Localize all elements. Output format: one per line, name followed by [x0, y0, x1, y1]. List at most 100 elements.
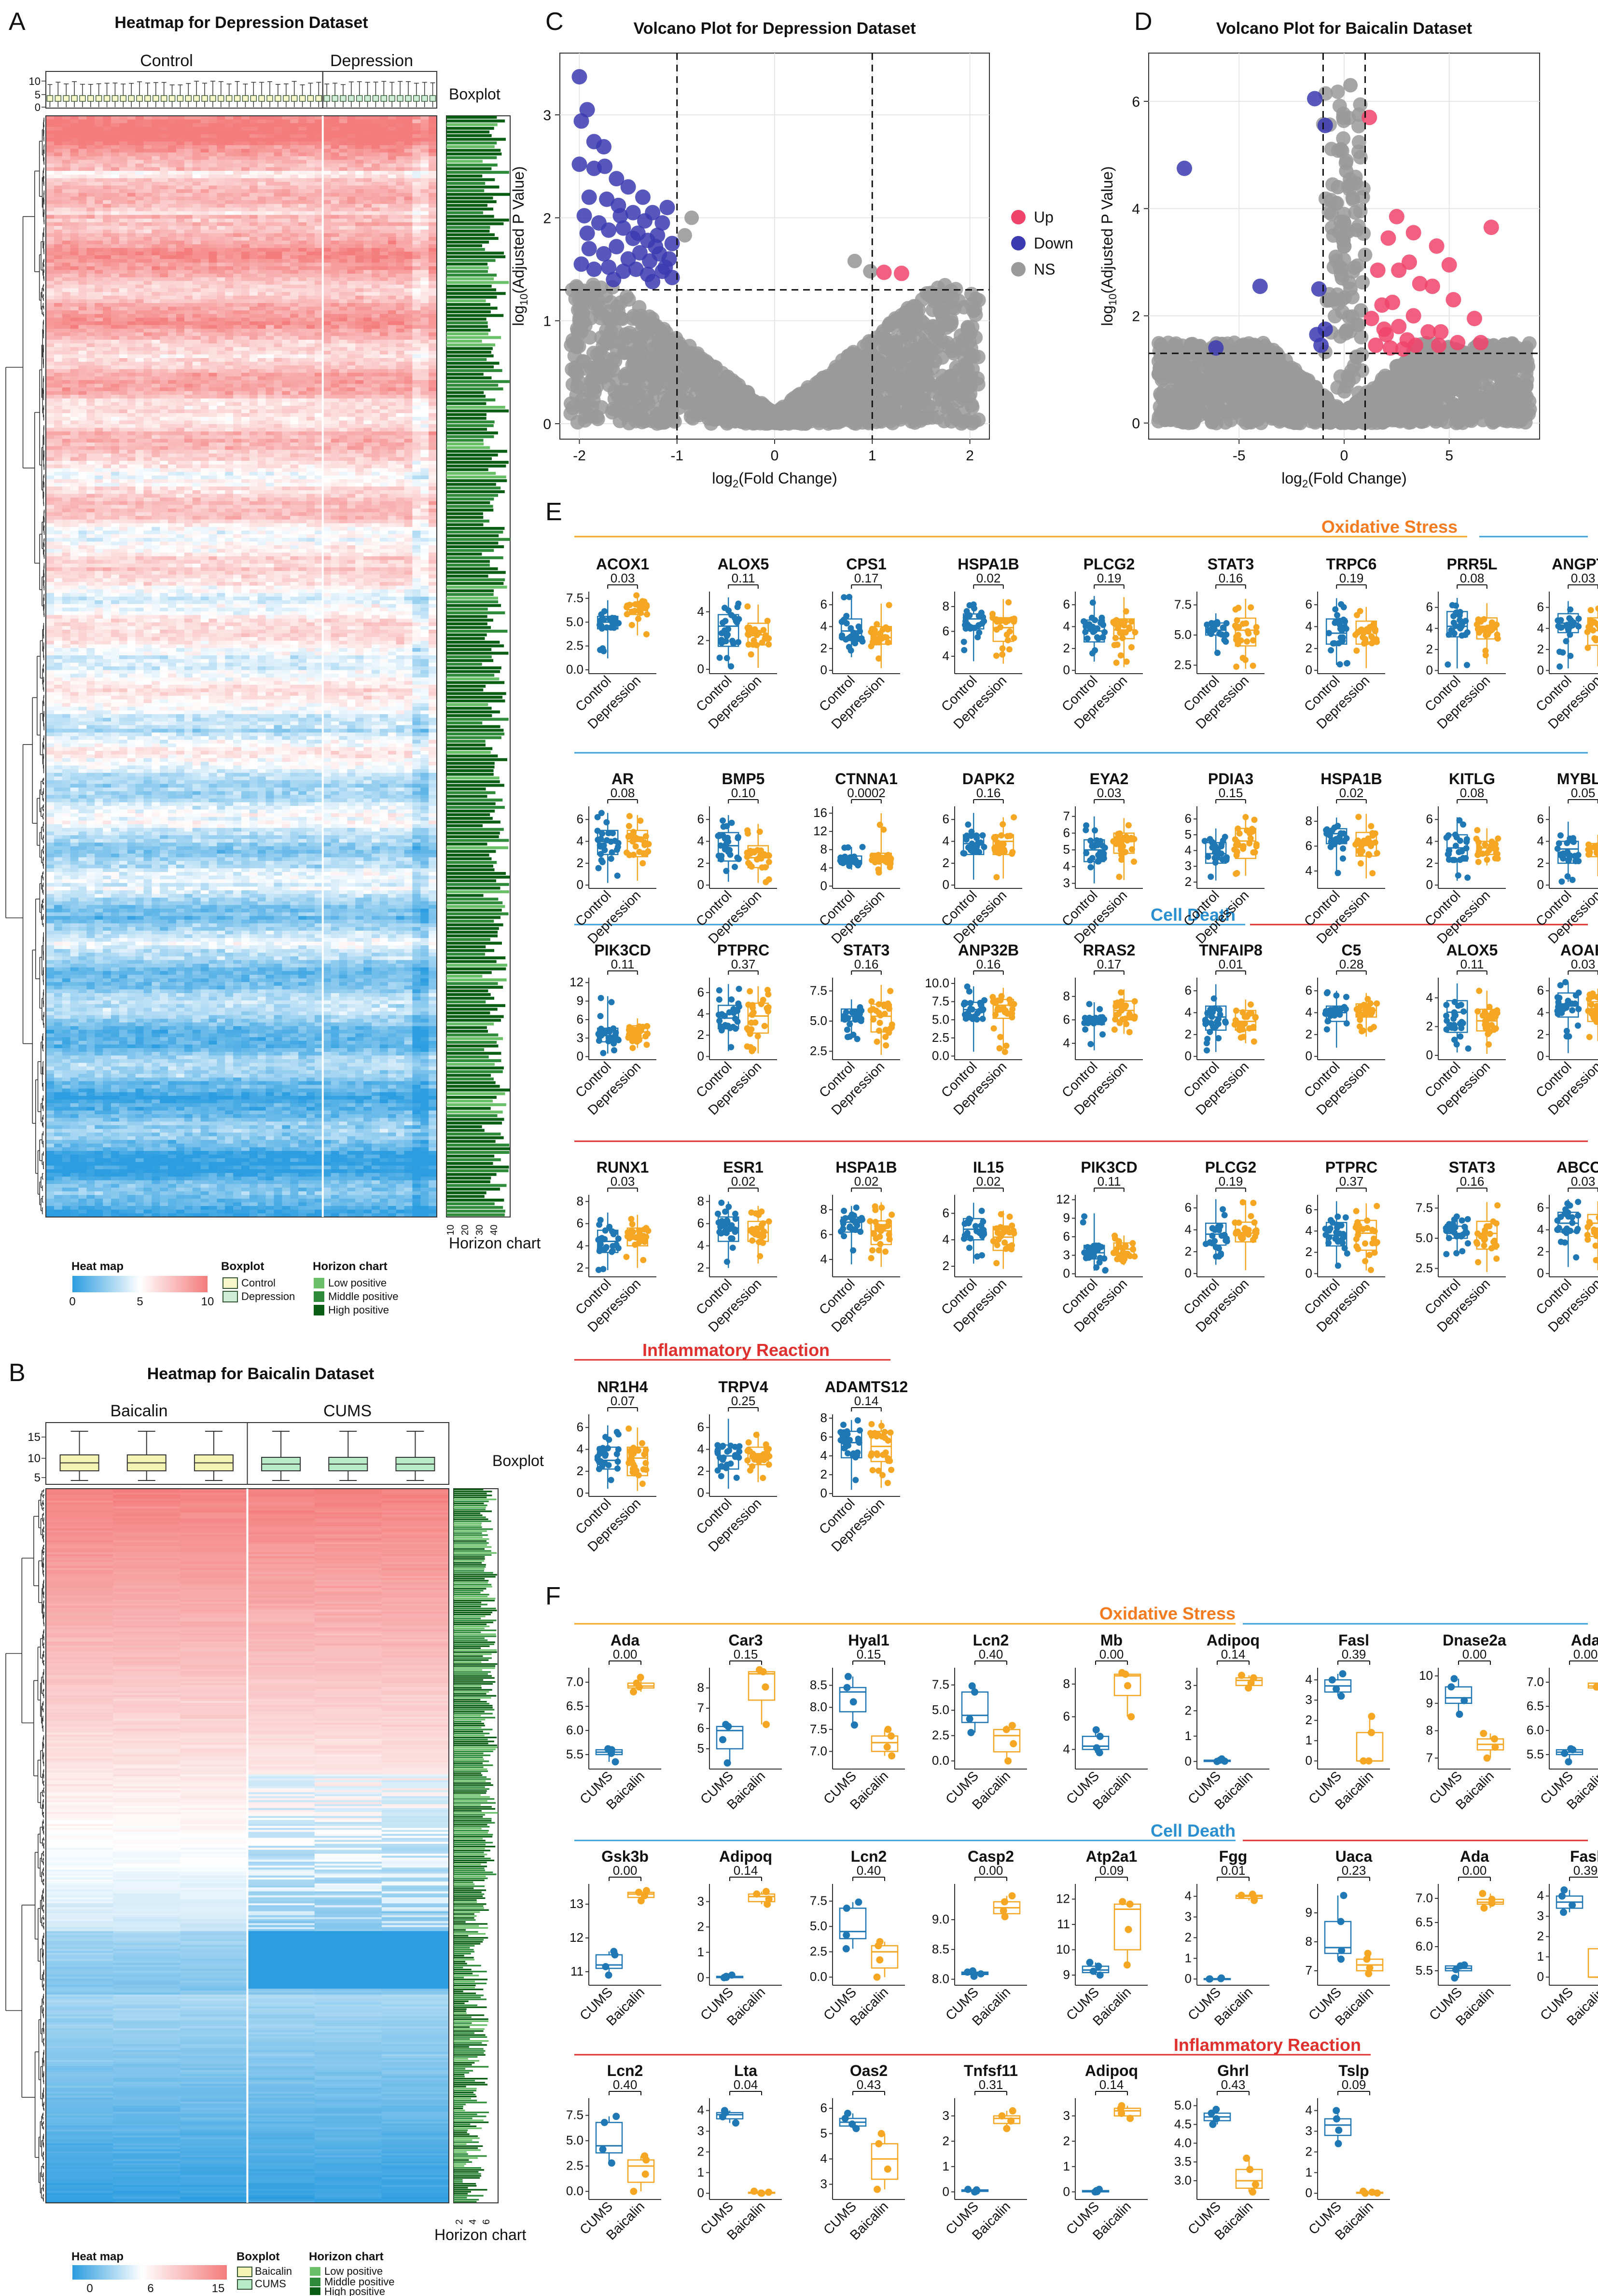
heatmap-cell: [184, 424, 193, 429]
heatmap-cell: [184, 350, 193, 355]
heatmap-cell: [152, 292, 160, 296]
heatmap-cell: [208, 354, 217, 359]
heatmap-cell: [404, 409, 413, 414]
heatmap-cell: [70, 369, 79, 373]
heatmap-cell: [265, 233, 275, 237]
heatmap-cell: [314, 365, 323, 370]
heatmap-cell: [249, 325, 258, 329]
heatmap-cell: [396, 185, 405, 190]
heatmap-cell: [363, 376, 372, 381]
heatmap-cell: [429, 420, 437, 425]
heatmap-cell: [274, 141, 282, 146]
heatmap-cell: [265, 196, 275, 201]
heatmap-cell: [119, 306, 128, 311]
heatmap-cell: [168, 413, 177, 417]
heatmap-cell: [363, 402, 372, 406]
heatmap-cell: [160, 391, 168, 395]
heatmap-cell: [168, 384, 177, 388]
heatmap-cell: [241, 325, 250, 329]
heatmap-cell: [404, 119, 413, 124]
heatmap-cell: [388, 145, 397, 150]
heatmap-cell: [135, 384, 144, 388]
heatmap-cell: [225, 350, 234, 355]
heatmap-cell: [200, 207, 209, 212]
heatmap-cell: [70, 266, 79, 271]
heatmap-cell: [78, 196, 87, 201]
heatmap-cell: [200, 233, 209, 237]
heatmap-cell: [265, 413, 275, 417]
heatmap-cell: [363, 174, 372, 179]
heatmap-cell: [103, 274, 111, 278]
heatmap-cell: [322, 226, 332, 230]
heatmap-cell: [54, 288, 63, 292]
heatmap-cell: [274, 211, 282, 215]
heatmap-cell: [322, 229, 332, 234]
heatmap-cell: [274, 321, 282, 326]
heatmap-cell: [388, 413, 397, 417]
heatmap-cell: [62, 248, 71, 252]
heatmap-cell: [249, 314, 258, 318]
heatmap-cell: [103, 424, 111, 429]
heatmap-cell: [412, 292, 421, 296]
heatmap-cell: [257, 163, 266, 168]
heatmap-cell: [233, 358, 242, 362]
heatmap-cell: [290, 156, 299, 160]
heatmap-cell: [241, 149, 250, 153]
heatmap-cell: [168, 358, 177, 362]
heatmap-cell: [135, 119, 144, 124]
heatmap-cell: [54, 416, 63, 421]
heatmap-cell: [241, 314, 250, 318]
heatmap-cell: [233, 402, 242, 406]
heatmap-cell: [274, 350, 282, 355]
heatmap-cell: [396, 160, 405, 164]
heatmap-cell: [355, 292, 364, 296]
heatmap-cell: [119, 211, 128, 215]
heatmap-cell: [396, 251, 405, 256]
heatmap-cell: [78, 178, 87, 182]
heatmap-cell: [184, 380, 193, 384]
heatmap-cell: [103, 332, 111, 336]
heatmap-cell: [306, 119, 315, 124]
panel-a-group-depression: Depression: [330, 52, 413, 70]
heatmap-cell: [420, 193, 429, 197]
heatmap-cell: [306, 365, 315, 370]
heatmap-cell: [208, 314, 217, 318]
heatmap-cell: [95, 215, 103, 219]
heatmap-cell: [322, 387, 332, 392]
heatmap-cell: [111, 167, 120, 171]
heatmap-cell: [249, 145, 258, 150]
heatmap-cell: [298, 292, 307, 296]
heatmap-cell: [347, 193, 356, 197]
heatmap-cell: [363, 281, 372, 285]
heatmap-cell: [184, 318, 193, 322]
heatmap-cell: [355, 281, 364, 285]
heatmap-cell: [54, 116, 63, 120]
heatmap-cell: [282, 237, 291, 241]
heatmap-cell: [412, 240, 421, 245]
heatmap-cell: [314, 116, 323, 120]
heatmap-cell: [119, 181, 128, 186]
heatmap-cell: [355, 196, 364, 201]
heatmap-cell: [184, 141, 193, 146]
heatmap-cell: [200, 387, 209, 392]
heatmap-cell: [282, 292, 291, 296]
heatmap-cell: [160, 332, 168, 336]
heatmap-cell: [388, 119, 397, 124]
heatmap-cell: [331, 380, 340, 384]
heatmap-cell: [282, 200, 291, 205]
heatmap-cell: [225, 193, 234, 197]
heatmap-cell: [396, 340, 405, 344]
heatmap-cell: [111, 281, 120, 285]
heatmap-cell: [290, 409, 299, 414]
heatmap-cell: [217, 160, 225, 164]
heatmap-cell: [119, 189, 128, 194]
heatmap-cell: [331, 134, 340, 138]
heatmap-cell: [111, 134, 120, 138]
heatmap-cell: [249, 354, 258, 359]
heatmap-cell: [176, 211, 185, 215]
heatmap-cell: [420, 409, 429, 414]
heatmap-cell: [160, 181, 168, 186]
heatmap-cell: [257, 229, 266, 234]
heatmap-cell: [135, 178, 144, 182]
heatmap-cell: [339, 358, 347, 362]
